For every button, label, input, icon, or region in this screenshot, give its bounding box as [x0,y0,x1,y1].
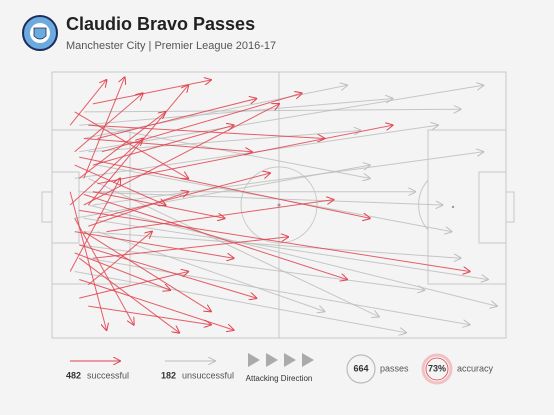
passes [69,77,497,333]
direction-label: Attacking Direction [246,374,313,383]
legend: Attacking Direction 664 passes 73% accur… [66,353,494,385]
pass-arrow [83,231,211,312]
pass-arrow [79,156,370,218]
accuracy-inner [425,357,449,381]
subtitle: Manchester City | Premier League 2016-17 [66,40,276,52]
pass-arrow [79,209,469,271]
passes-ring [346,354,376,384]
pass-arrow [87,232,152,286]
pass-arrow [74,231,234,259]
pass-arrow [74,93,143,153]
pass-arrow [92,152,483,206]
pass-arrow [79,85,483,153]
legend-label: unsuccessful [182,370,234,380]
pass-arrow [83,104,279,206]
pass-arrow [79,279,233,330]
pitch [41,71,515,339]
club-badge [22,15,58,51]
pass-arrow [106,200,333,233]
pass-arrow [83,231,461,259]
pass-arrow [83,217,488,279]
pass-arrow [88,204,497,306]
pass-arrow [83,77,125,179]
legend-count: 482 [66,370,81,380]
pass-arrow [92,237,288,259]
total-label: passes [380,363,409,373]
pass-arrow [78,112,165,179]
accuracy-ring [421,353,453,385]
pass-arrow [97,173,270,219]
pass-arrow [74,252,170,290]
pass-arrow [69,80,106,126]
pass-arrow [88,131,360,153]
pass-arrow [97,125,392,185]
pass-arrow [88,257,469,325]
total-passes: 664 [353,363,368,373]
pass-arrow [83,109,461,112]
legend-count: 182 [161,370,176,380]
pass-arrow [97,99,256,139]
pass-arrow [79,272,188,299]
pass-arrow [92,124,370,178]
pass-arrow [79,244,256,298]
pass-arrow [79,99,392,126]
pass-arrow [74,111,189,178]
legend-label: successful [87,370,129,380]
chart-title: Claudio Bravo Passes [66,14,255,34]
pass-arrow [69,139,143,206]
pass-arrow [79,191,442,205]
pass-arrow [92,80,211,105]
accuracy-value: 73% [428,363,446,373]
pass-arrow [88,124,324,138]
direction-arrows [248,353,314,367]
pass-arrow [69,191,106,330]
pass-arrow [88,192,188,227]
pass-arrow [69,178,120,272]
pass-arrow [74,271,406,333]
pass-arrow [74,164,166,205]
pass-arrow [83,193,347,279]
accuracy-label: accuracy [457,363,494,373]
pass-arrow [88,177,379,316]
pass-arrow [88,305,211,325]
pass-arrow [79,244,424,290]
pass-arrow [83,138,252,152]
